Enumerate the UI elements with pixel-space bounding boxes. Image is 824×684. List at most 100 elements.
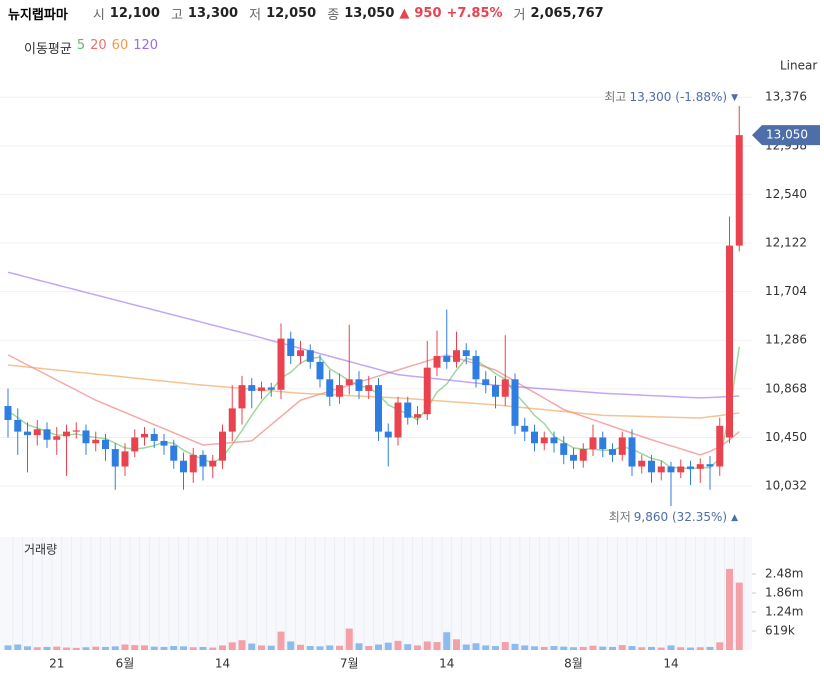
volume-bar xyxy=(336,645,343,650)
volume-bar xyxy=(404,644,412,650)
volume-bar xyxy=(716,642,724,650)
volume-bar xyxy=(540,646,548,650)
volume-bar xyxy=(355,643,363,650)
x-tick-label: 21 xyxy=(49,657,64,671)
volume-bar xyxy=(492,646,499,650)
volume-bar xyxy=(238,640,246,650)
volume-bar xyxy=(579,646,587,650)
volume-bar xyxy=(648,646,655,650)
candle-body xyxy=(462,350,470,357)
high-annotation-marker: ▼ xyxy=(731,93,738,103)
candle-body xyxy=(726,245,733,438)
volume-bar xyxy=(297,644,304,650)
volume-bar xyxy=(677,647,685,650)
volume-bar xyxy=(92,646,100,650)
volume-bar xyxy=(657,647,665,650)
y-tick-label: 10,032 xyxy=(765,479,807,493)
volume-tick-label: 1.24m xyxy=(765,605,803,619)
candle-body xyxy=(579,449,587,461)
candle-body xyxy=(618,437,626,455)
candle-body xyxy=(716,425,724,467)
candle-body xyxy=(433,356,441,368)
candle-body xyxy=(521,425,529,432)
volume-bar xyxy=(24,646,31,650)
candle-body xyxy=(219,431,226,461)
volume-bar xyxy=(511,643,519,650)
quote-label: 거 xyxy=(513,8,526,23)
candle-body xyxy=(472,356,480,380)
candle-body xyxy=(609,449,616,455)
volume-bar xyxy=(589,645,597,650)
candle-body xyxy=(706,464,714,467)
candle-body xyxy=(540,437,548,444)
y-tick-label: 13,376 xyxy=(765,90,807,104)
volume-bar xyxy=(63,647,70,650)
y-tick-label: 10,450 xyxy=(765,430,807,444)
volume-tick-label: 619k xyxy=(765,624,795,638)
legend-entry: 5 xyxy=(76,38,86,53)
candle-body xyxy=(560,443,568,455)
x-tick-label: 14 xyxy=(439,657,454,671)
candle-body xyxy=(550,437,558,444)
ma-line xyxy=(7,364,740,419)
high-annotation-label: 최고 xyxy=(604,90,626,104)
quote-label: 시 xyxy=(92,8,105,23)
candle-body xyxy=(443,356,451,362)
volume-title: 거래량 xyxy=(24,543,57,557)
volume-bar xyxy=(141,645,148,650)
candle-body xyxy=(63,431,70,437)
candle-body xyxy=(33,429,41,436)
candle-body xyxy=(599,437,607,450)
volume-bar xyxy=(365,646,373,650)
x-tick-label: 6월 xyxy=(116,657,135,671)
candle-body xyxy=(501,379,509,397)
candle-body xyxy=(345,379,353,386)
volume-bar xyxy=(521,645,529,650)
volume-bar xyxy=(121,644,129,650)
candle-body xyxy=(4,406,12,420)
candle-body xyxy=(648,460,655,473)
candle-body xyxy=(696,464,704,469)
volume-bar xyxy=(618,645,626,650)
x-tick-label: 14 xyxy=(215,657,230,671)
change-pct: +7.85% xyxy=(446,6,503,21)
candle-body xyxy=(570,454,577,461)
candle-body xyxy=(150,433,158,441)
volume-bar xyxy=(189,647,197,650)
candle-body xyxy=(14,420,22,432)
legend-entry: 120 xyxy=(133,38,159,53)
candle-body xyxy=(628,437,636,467)
quote-value: 12,100 xyxy=(109,6,160,21)
candle-body xyxy=(306,350,314,362)
volume-bar xyxy=(199,646,207,650)
candle-body xyxy=(102,439,109,450)
ma-line xyxy=(7,346,740,470)
x-tick-label: 14 xyxy=(663,657,678,671)
candle-body xyxy=(258,387,265,391)
volume-bar xyxy=(72,647,80,650)
high-annotation: 최고 13,300 (-1.88%) ▼ xyxy=(604,90,738,104)
candle-body xyxy=(423,367,431,415)
candle-body xyxy=(121,451,129,467)
candle-body xyxy=(589,437,597,450)
volume-bar xyxy=(696,647,704,650)
change-arrow: ▲ xyxy=(399,6,410,21)
candle-body xyxy=(24,431,31,436)
quote-value: 13,050 xyxy=(344,6,395,21)
candle-body xyxy=(735,135,743,246)
candle-body xyxy=(404,402,412,418)
volume-bar xyxy=(170,646,178,650)
volume-tick-label: 1.86m xyxy=(765,586,803,600)
volume-bar xyxy=(706,646,714,650)
volume-bar xyxy=(570,647,577,650)
volume-bar xyxy=(599,646,607,650)
high-annotation-text: 13,300 (-1.88%) xyxy=(629,90,727,104)
candle-body xyxy=(511,379,519,426)
legend-title: 이동평균 xyxy=(24,42,72,57)
volume-bar xyxy=(375,644,382,650)
candle-body xyxy=(316,361,324,380)
quote-label: 고 xyxy=(170,8,183,23)
y-tick-label: 12,122 xyxy=(765,236,807,250)
volume-bar xyxy=(550,646,558,650)
volume-bar xyxy=(501,642,509,650)
